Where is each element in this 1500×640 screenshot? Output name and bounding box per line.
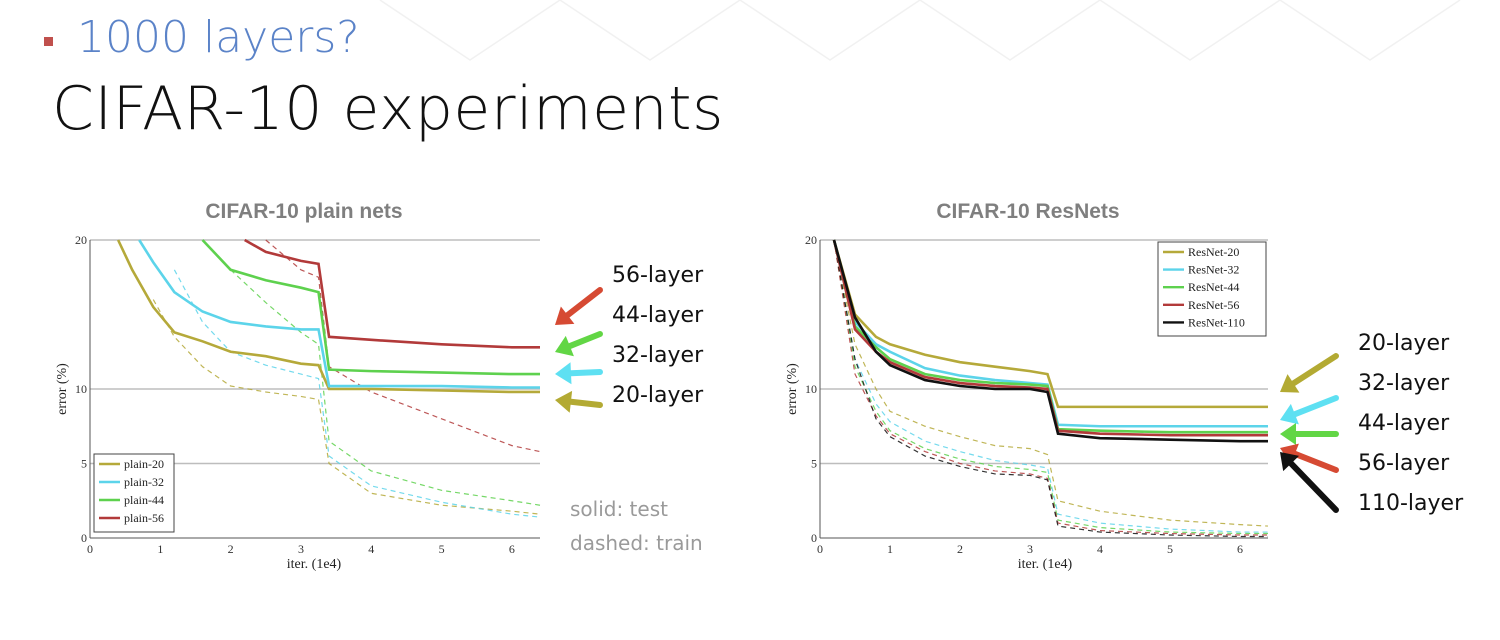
y-tick-label: 0: [81, 531, 87, 545]
x-tick-label: 1: [887, 542, 893, 556]
train-line-plain-20: [152, 299, 541, 515]
arrow-head-icon: [1280, 452, 1300, 472]
bullet-text: 1000 layers?: [77, 12, 360, 63]
annotation-label: 56-layer: [1358, 451, 1450, 476]
chart-title: CIFAR-10 plain nets: [205, 200, 402, 223]
legend-label: ResNet-44: [1188, 280, 1239, 294]
test-line-plain-20: [116, 239, 540, 394]
bullet-item: 1000 layers?: [44, 12, 360, 63]
x-tick-label: 3: [298, 542, 304, 556]
x-tick-label: 0: [817, 542, 823, 556]
chart-resnets: CIFAR-10 ResNets 0 1 2 3 4 5 6 0 5 10 20 iter. (1e…: [785, 200, 1464, 572]
arrow-shaft: [567, 369, 603, 377]
legend-label: plain-32: [124, 475, 164, 489]
x-tick-label: 5: [439, 542, 445, 556]
arrow-shaft: [1290, 353, 1339, 387]
annotation-label: 56-layer: [612, 263, 704, 288]
annotation-label: 44-layer: [612, 303, 704, 328]
note-dashed-train: dashed: train: [570, 531, 703, 555]
x-tick-label: 5: [1167, 542, 1173, 556]
train-line-plain-56: [265, 239, 541, 453]
arrow-head-icon: [1280, 403, 1299, 425]
train-line-ResNet-44: [833, 239, 1268, 535]
y-tick-label: 5: [81, 457, 87, 471]
legend: plain-20 plain-32 plain-44 plain-56: [93, 453, 175, 533]
test-line-plain-44: [201, 239, 540, 376]
train-line-plain-44: [230, 269, 541, 506]
arrow-head-icon: [555, 362, 572, 385]
legend-box: [1157, 241, 1267, 337]
train-line-plain-32: [173, 269, 541, 518]
train-line-ResNet-110: [833, 239, 1268, 538]
x-tick-label: 3: [1027, 542, 1033, 556]
arrow-head-icon: [1280, 423, 1296, 445]
arrow-shaft: [1288, 460, 1339, 513]
arrow-shaft: [567, 398, 603, 408]
test-line-ResNet-110: [832, 239, 1268, 443]
y-tick-label: 20: [75, 233, 87, 247]
y-tick-label: 20: [805, 233, 817, 247]
arrow-shaft: [1291, 395, 1339, 418]
x-tick-label: 4: [368, 542, 374, 556]
test-line-plain-56: [244, 238, 540, 349]
y-tick-label: 0: [811, 531, 817, 545]
legend: ResNet-20 ResNet-32 ResNet-44 ResNet-56 ResN…: [1157, 241, 1267, 337]
layer-annotations: 56-layer 44-layer 32-layer 20-layer: [555, 263, 704, 413]
y-axis-label: error (%): [785, 363, 800, 415]
arrow-head-icon: [555, 335, 574, 357]
x-axis-label: iter. (1e4): [1018, 557, 1073, 572]
arrow-shaft: [566, 331, 603, 350]
arrow-shaft: [564, 287, 603, 319]
arrow-head-icon: [1280, 374, 1300, 393]
annotation-label: 20-layer: [1358, 331, 1450, 356]
slide-title: CIFAR-10 experiments: [52, 74, 724, 144]
legend-label: ResNet-56: [1188, 298, 1239, 312]
annotation-label: 20-layer: [612, 383, 704, 408]
x-tick-label: 2: [957, 542, 963, 556]
legend-label: ResNet-110: [1188, 315, 1245, 329]
x-tick-label: 1: [157, 542, 163, 556]
bullet-square-icon: [44, 37, 53, 46]
y-tick-label: 10: [75, 382, 87, 396]
annotation-label: 32-layer: [612, 343, 704, 368]
legend-label: plain-56: [124, 511, 164, 525]
x-tick-label: 4: [1097, 542, 1103, 556]
train-line-ResNet-56: [833, 239, 1268, 536]
train-line-ResNet-32: [833, 239, 1268, 533]
background-pattern: [379, 0, 1461, 61]
x-tick-label: 6: [1237, 542, 1243, 556]
test-line-ResNet-20: [832, 239, 1268, 409]
y-axis-label: error (%): [55, 363, 70, 415]
x-tick-label: 2: [228, 542, 234, 556]
arrow-head-icon: [1280, 443, 1299, 465]
x-axis-label: iter. (1e4): [287, 557, 342, 572]
layer-annotations: 20-layer 32-layer 44-layer 56-layer 110-laye…: [1280, 331, 1464, 516]
chart-plain-nets: CIFAR-10 plain nets 0 1 2 3 4 5 6 0 5 10 20 iter. …: [55, 200, 704, 572]
arrow-head-icon: [555, 306, 575, 325]
test-line-ResNet-44: [832, 239, 1268, 434]
test-line-ResNet-32: [832, 239, 1268, 428]
legend-label: plain-20: [124, 457, 164, 471]
note-solid-test: solid: test: [570, 497, 668, 521]
annotation-label: 110-layer: [1358, 491, 1464, 516]
annotation-label: 32-layer: [1358, 371, 1450, 396]
annotation-label: 44-layer: [1358, 411, 1450, 436]
arrow-head-icon: [555, 390, 573, 413]
train-line-ResNet-20: [833, 239, 1269, 527]
legend-label: ResNet-20: [1188, 245, 1239, 259]
legend-label: plain-44: [124, 493, 164, 507]
chart-title: CIFAR-10 ResNets: [936, 200, 1119, 223]
x-tick-label: 0: [87, 542, 93, 556]
test-line-plain-32: [138, 239, 540, 389]
arrow-shaft: [1291, 450, 1339, 473]
legend-label: ResNet-32: [1188, 263, 1239, 277]
y-tick-label: 10: [805, 382, 817, 396]
x-tick-label: 6: [509, 542, 515, 556]
y-tick-label: 5: [811, 457, 817, 471]
